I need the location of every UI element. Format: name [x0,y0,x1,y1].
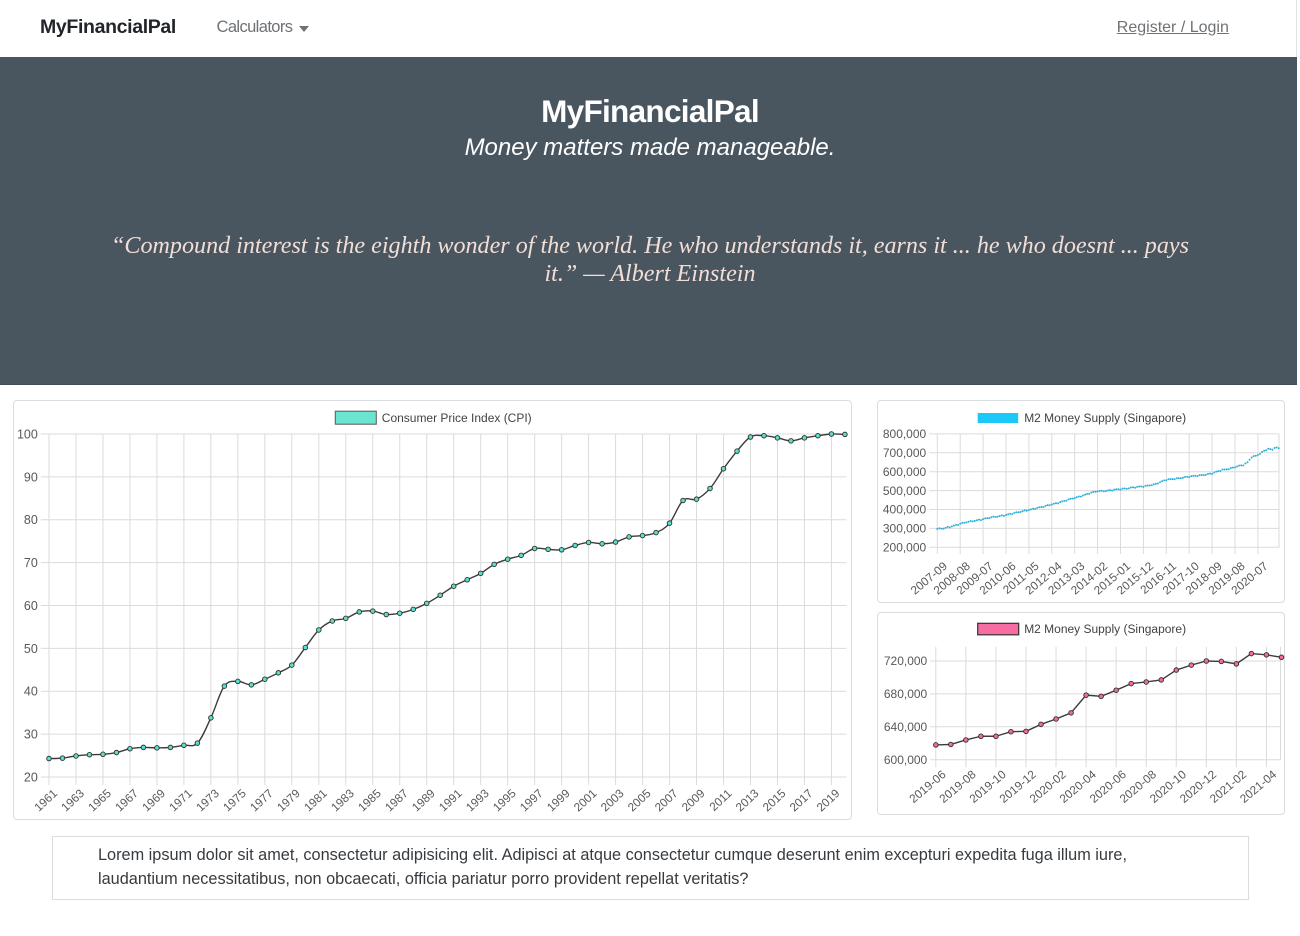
svg-text:1981: 1981 [302,787,330,814]
svg-text:600,000: 600,000 [883,465,927,479]
svg-text:1987: 1987 [383,787,411,814]
svg-text:1975: 1975 [221,787,249,815]
svg-text:1985: 1985 [356,787,384,815]
svg-text:2013: 2013 [734,787,762,815]
svg-text:1989: 1989 [410,787,438,814]
svg-text:2019: 2019 [815,787,843,814]
svg-text:1997: 1997 [518,787,546,814]
svg-text:90: 90 [24,471,38,485]
svg-text:60: 60 [24,599,38,613]
svg-text:40: 40 [24,685,38,699]
svg-text:2001: 2001 [572,787,600,814]
svg-text:200,000: 200,000 [883,540,927,554]
svg-text:1977: 1977 [248,787,276,814]
svg-text:Consumer Price Index (CPI): Consumer Price Index (CPI) [382,411,532,425]
svg-text:400,000: 400,000 [883,503,927,517]
svg-text:1969: 1969 [140,787,168,814]
svg-text:50: 50 [24,642,38,656]
svg-text:1965: 1965 [86,787,114,815]
svg-text:720,000: 720,000 [884,654,928,668]
svg-text:1983: 1983 [329,787,357,815]
svg-text:1971: 1971 [167,787,195,814]
svg-text:600,000: 600,000 [884,752,928,766]
svg-text:1967: 1967 [113,787,141,814]
svg-text:1999: 1999 [545,787,573,814]
svg-text:80: 80 [24,513,38,527]
svg-text:1995: 1995 [491,787,519,815]
svg-text:M2 Money Supply (Singapore): M2 Money Supply (Singapore) [1024,411,1186,425]
svg-text:1963: 1963 [59,787,87,815]
svg-text:1973: 1973 [194,787,222,815]
svg-text:1961: 1961 [32,787,60,814]
svg-text:2007: 2007 [653,787,681,814]
svg-text:500,000: 500,000 [883,484,927,498]
svg-text:M2 Money Supply (Singapore): M2 Money Supply (Singapore) [1024,621,1186,635]
svg-text:1993: 1993 [464,787,492,815]
svg-text:800,000: 800,000 [883,427,927,441]
svg-text:1979: 1979 [275,787,303,814]
svg-text:100: 100 [17,428,38,442]
svg-text:2005: 2005 [626,787,654,815]
svg-text:2017: 2017 [788,787,816,814]
svg-text:1991: 1991 [437,787,465,814]
svg-text:640,000: 640,000 [884,719,928,733]
svg-text:2009: 2009 [680,787,708,814]
svg-text:680,000: 680,000 [884,687,928,701]
svg-text:700,000: 700,000 [883,446,927,460]
svg-text:2003: 2003 [599,787,627,815]
svg-text:300,000: 300,000 [883,522,927,536]
svg-text:30: 30 [24,728,38,742]
svg-text:2015: 2015 [761,787,789,815]
svg-text:2011: 2011 [707,787,734,814]
svg-text:70: 70 [24,556,38,570]
svg-text:20: 20 [24,771,38,785]
